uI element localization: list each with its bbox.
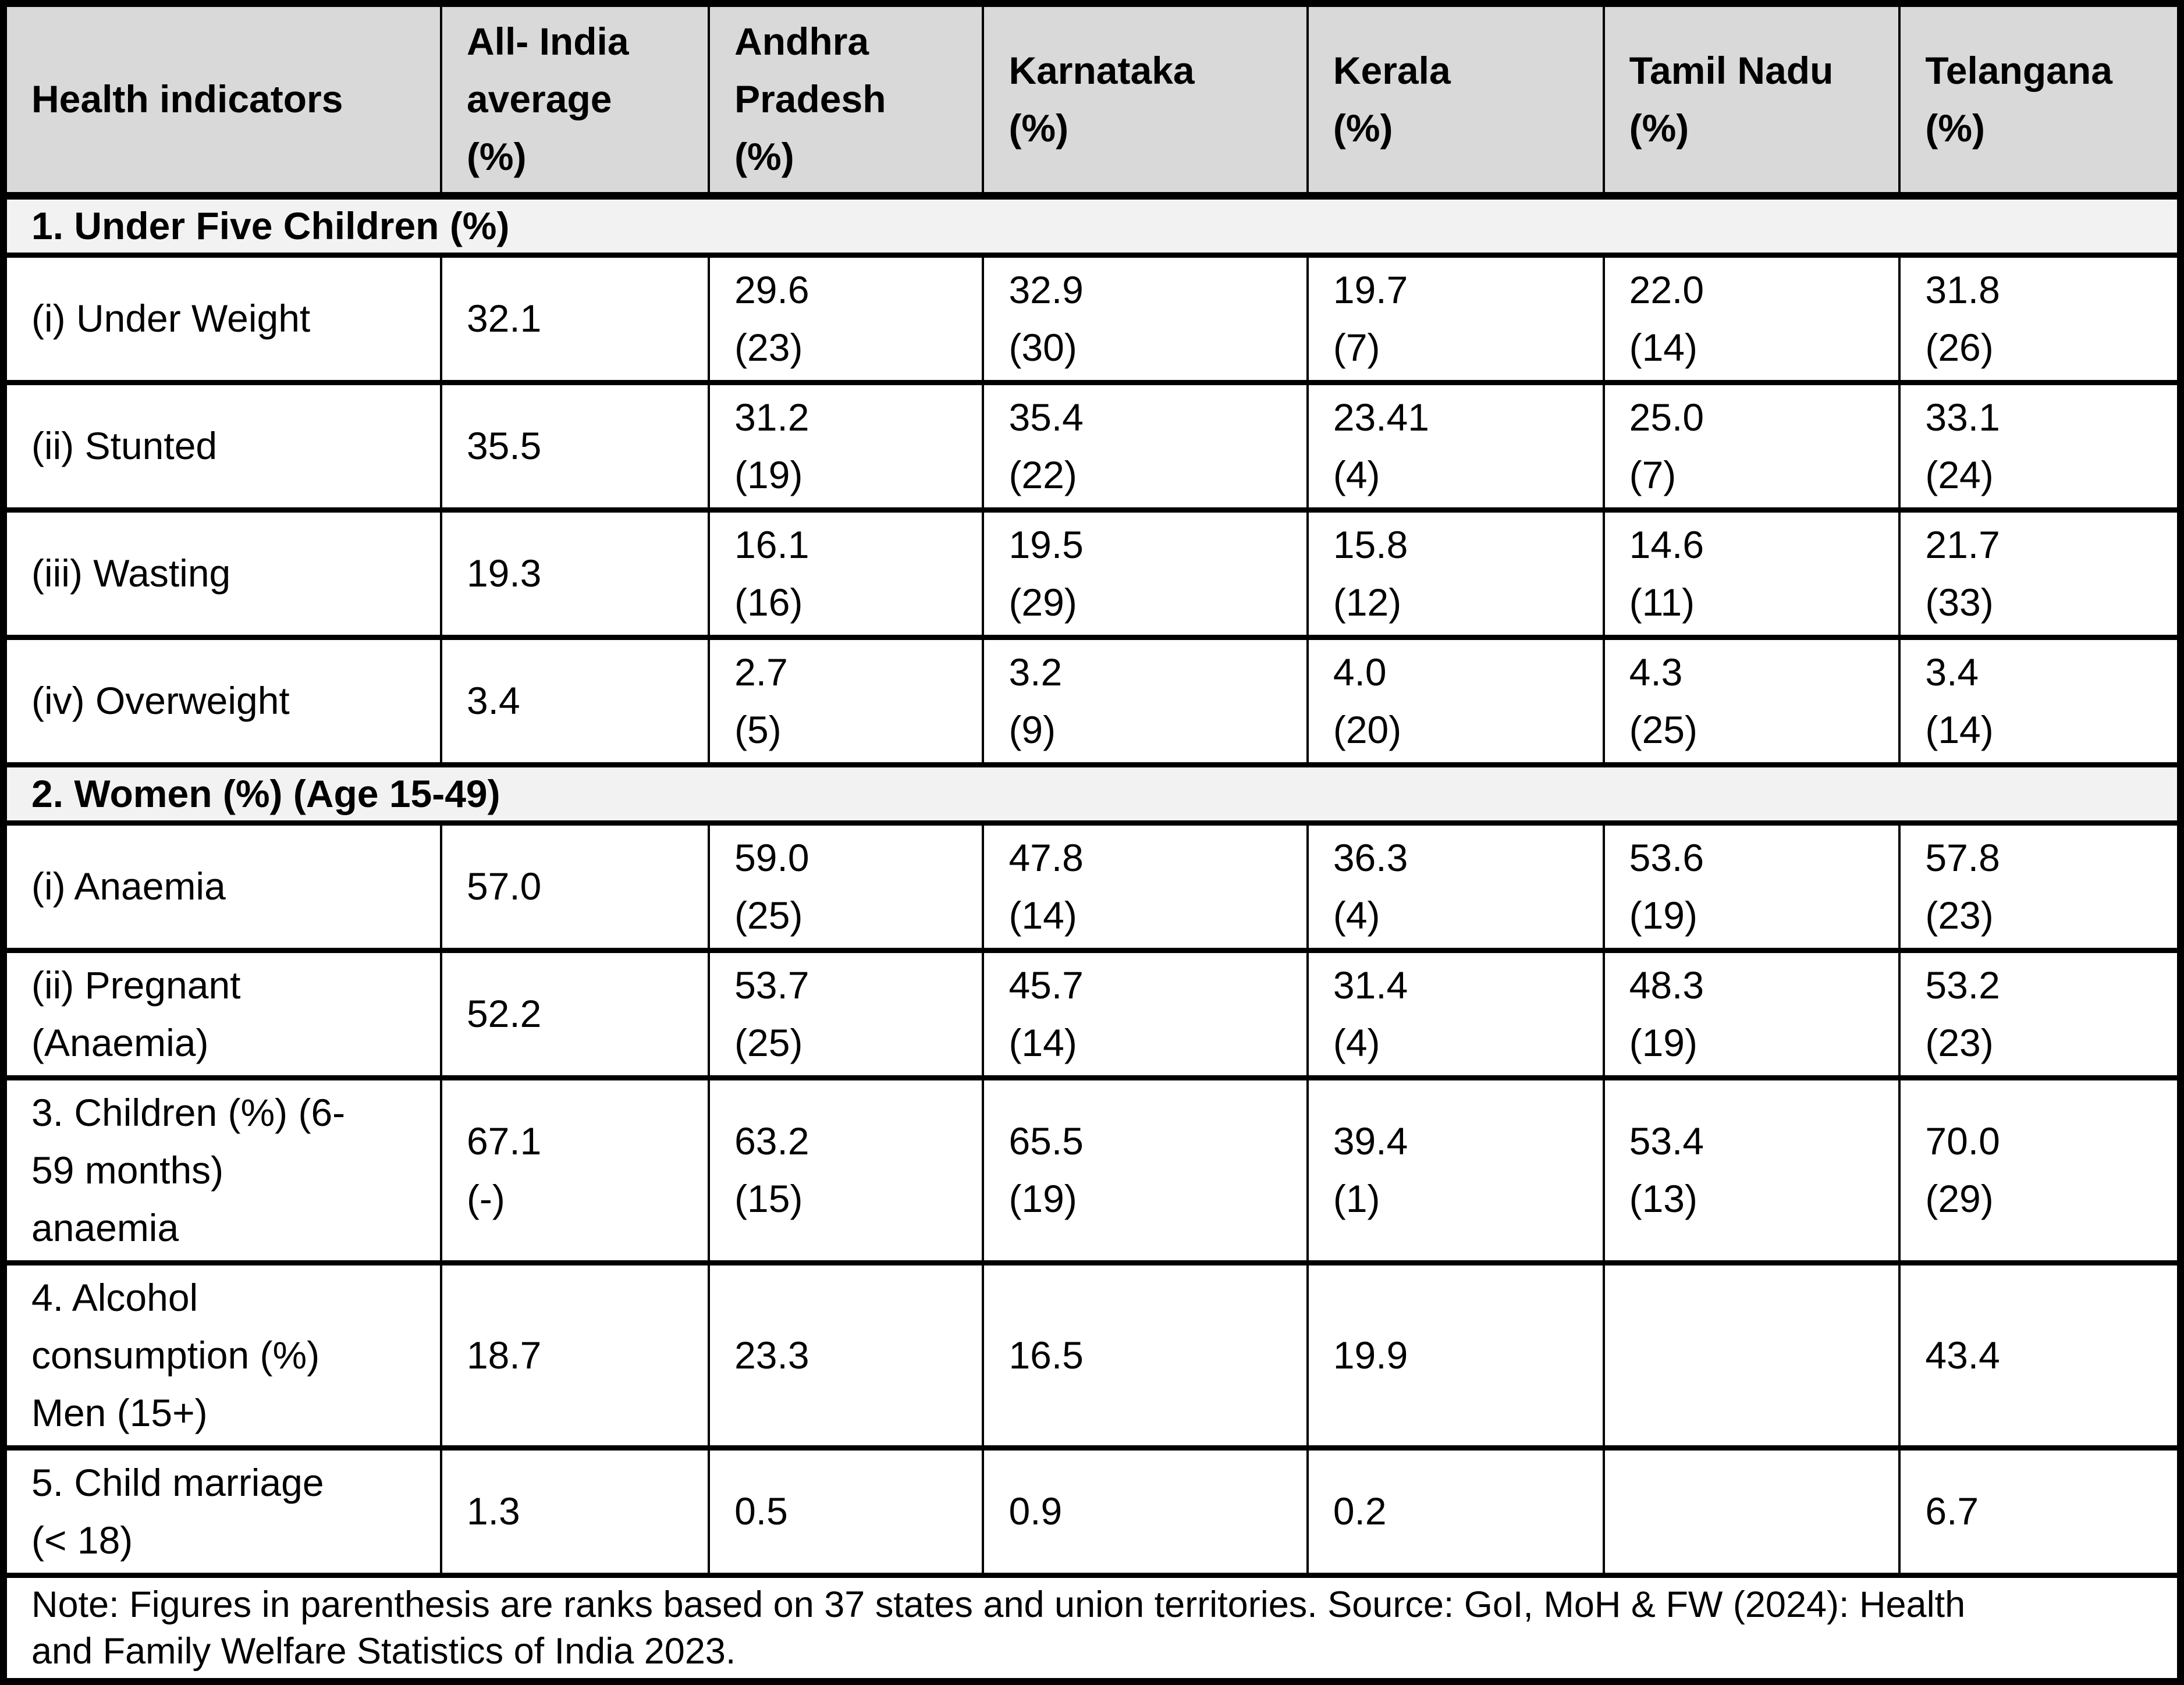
table-row-children-anaemia: 3. Children (%) (6- 59 months) anaemia 6… [2, 1075, 2182, 1265]
table-cell: 53.2 (23) [1898, 947, 2182, 1080]
table-header-row: Health indicators All- India average (%)… [2, 1, 2182, 200]
table-cell: 2.7 (5) [708, 634, 985, 767]
table-cell: 52.2 [439, 947, 711, 1080]
row-label: 3. Children (%) (6- 59 months) anaemia [2, 1075, 442, 1265]
table-cell: 36.3 (4) [1306, 820, 1605, 953]
table-cell: 4.3 (25) [1602, 634, 1901, 767]
table-cell: 22.0 (14) [1602, 252, 1901, 385]
table-cell: 45.7 (14) [982, 947, 1309, 1080]
row-label: (i) Anaemia [2, 820, 442, 953]
row-label: (iv) Overweight [2, 634, 442, 767]
table-cell: 15.8 (12) [1306, 507, 1605, 640]
table-cell: 29.6 (23) [708, 252, 985, 385]
table-row-anaemia: (i) Anaemia 57.0 59.0 (25) 47.8 (14) 36.… [2, 820, 2182, 953]
header-cell-karnataka: Karnataka (%) [982, 1, 1309, 200]
header-cell-tamil-nadu: Tamil Nadu (%) [1602, 1, 1901, 200]
table-row-wasting: (iii) Wasting 19.3 16.1 (16) 19.5 (29) 1… [2, 507, 2182, 640]
table-cell: 33.1 (24) [1898, 379, 2182, 513]
table-cell: 23.41 (4) [1306, 379, 1605, 513]
table-cell: 39.4 (1) [1306, 1075, 1605, 1265]
table-cell: 57.0 [439, 820, 711, 953]
row-label: (i) Under Weight [2, 252, 442, 385]
row-label: (iii) Wasting [2, 507, 442, 640]
table-cell: 31.4 (4) [1306, 947, 1605, 1080]
table-cell: 53.7 (25) [708, 947, 985, 1080]
table-cell: 19.7 (7) [1306, 252, 1605, 385]
table-cell [1602, 1260, 1901, 1451]
table-cell: 6.7 [1898, 1445, 2182, 1578]
section-title: 1. Under Five Children (%) [2, 193, 2182, 258]
table-cell: 21.7 (33) [1898, 507, 2182, 640]
table-row-under-weight: (i) Under Weight 32.1 29.6 (23) 32.9 (30… [2, 252, 2182, 385]
table-row-pregnant-anaemia: (ii) Pregnant (Anaemia) 52.2 53.7 (25) 4… [2, 947, 2182, 1080]
table-cell: 16.1 (16) [708, 507, 985, 640]
table-note: Note: Figures in parenthesis are ranks b… [2, 1572, 2182, 1684]
table-cell: 19.3 [439, 507, 711, 640]
table-cell: 18.7 [439, 1260, 711, 1451]
table-cell: 57.8 (23) [1898, 820, 2182, 953]
table-cell: 3.4 [439, 634, 711, 767]
table-cell: 14.6 (11) [1602, 507, 1901, 640]
table-cell: 0.5 [708, 1445, 985, 1578]
table-cell: 35.5 [439, 379, 711, 513]
header-cell-telangana: Telangana (%) [1898, 1, 2182, 200]
table-row-stunted: (ii) Stunted 35.5 31.2 (19) 35.4 (22) 23… [2, 379, 2182, 513]
table-cell: 48.3 (19) [1602, 947, 1901, 1080]
table-cell: 32.9 (30) [982, 252, 1309, 385]
header-cell-andhra-pradesh: Andhra Pradesh (%) [708, 1, 985, 200]
table-cell: 65.5 (19) [982, 1075, 1309, 1265]
table-cell: 23.3 [708, 1260, 985, 1451]
table-cell: 31.2 (19) [708, 379, 985, 513]
table-row-alcohol-consumption: 4. Alcohol consumption (%) Men (15+) 18.… [2, 1260, 2182, 1451]
table-cell: 43.4 [1898, 1260, 2182, 1451]
table-cell: 1.3 [439, 1445, 711, 1578]
table-cell: 0.9 [982, 1445, 1309, 1578]
table-cell: 70.0 (29) [1898, 1075, 2182, 1265]
table-cell: 47.8 (14) [982, 820, 1309, 953]
table-cell: 16.5 [982, 1260, 1309, 1451]
table-row-child-marriage: 5. Child marriage (< 18) 1.3 0.5 0.9 0.2… [2, 1445, 2182, 1578]
table-cell: 53.4 (13) [1602, 1075, 1901, 1265]
table-cell: 59.0 (25) [708, 820, 985, 953]
table-cell [1602, 1445, 1901, 1578]
table-cell: 63.2 (15) [708, 1075, 985, 1265]
row-label: 4. Alcohol consumption (%) Men (15+) [2, 1260, 442, 1451]
row-label: 5. Child marriage (< 18) [2, 1445, 442, 1578]
header-cell-health-indicators: Health indicators [2, 1, 442, 200]
table-note-row: Note: Figures in parenthesis are ranks b… [2, 1572, 2182, 1684]
table-cell: 35.4 (22) [982, 379, 1309, 513]
table-row-overweight: (iv) Overweight 3.4 2.7 (5) 3.2 (9) 4.0 … [2, 634, 2182, 767]
table-cell: 53.6 (19) [1602, 820, 1901, 953]
table-cell: 31.8 (26) [1898, 252, 2182, 385]
table-cell: 4.0 (20) [1306, 634, 1605, 767]
table-cell: 32.1 [439, 252, 711, 385]
table-cell: 3.4 (14) [1898, 634, 2182, 767]
section-row-under-five-children: 1. Under Five Children (%) [2, 193, 2182, 258]
table-cell: 19.9 [1306, 1260, 1605, 1451]
row-label: (ii) Pregnant (Anaemia) [2, 947, 442, 1080]
section-title: 2. Women (%) (Age 15-49) [2, 762, 2182, 826]
table-cell: 25.0 (7) [1602, 379, 1901, 513]
table-cell: 0.2 [1306, 1445, 1605, 1578]
row-label: (ii) Stunted [2, 379, 442, 513]
table-cell: 3.2 (9) [982, 634, 1309, 767]
section-row-women: 2. Women (%) (Age 15-49) [2, 762, 2182, 826]
table-cell: 19.5 (29) [982, 507, 1309, 640]
header-cell-all-india: All- India average (%) [439, 1, 711, 200]
table-cell: 67.1 (-) [439, 1075, 711, 1265]
header-cell-kerala: Kerala (%) [1306, 1, 1605, 200]
